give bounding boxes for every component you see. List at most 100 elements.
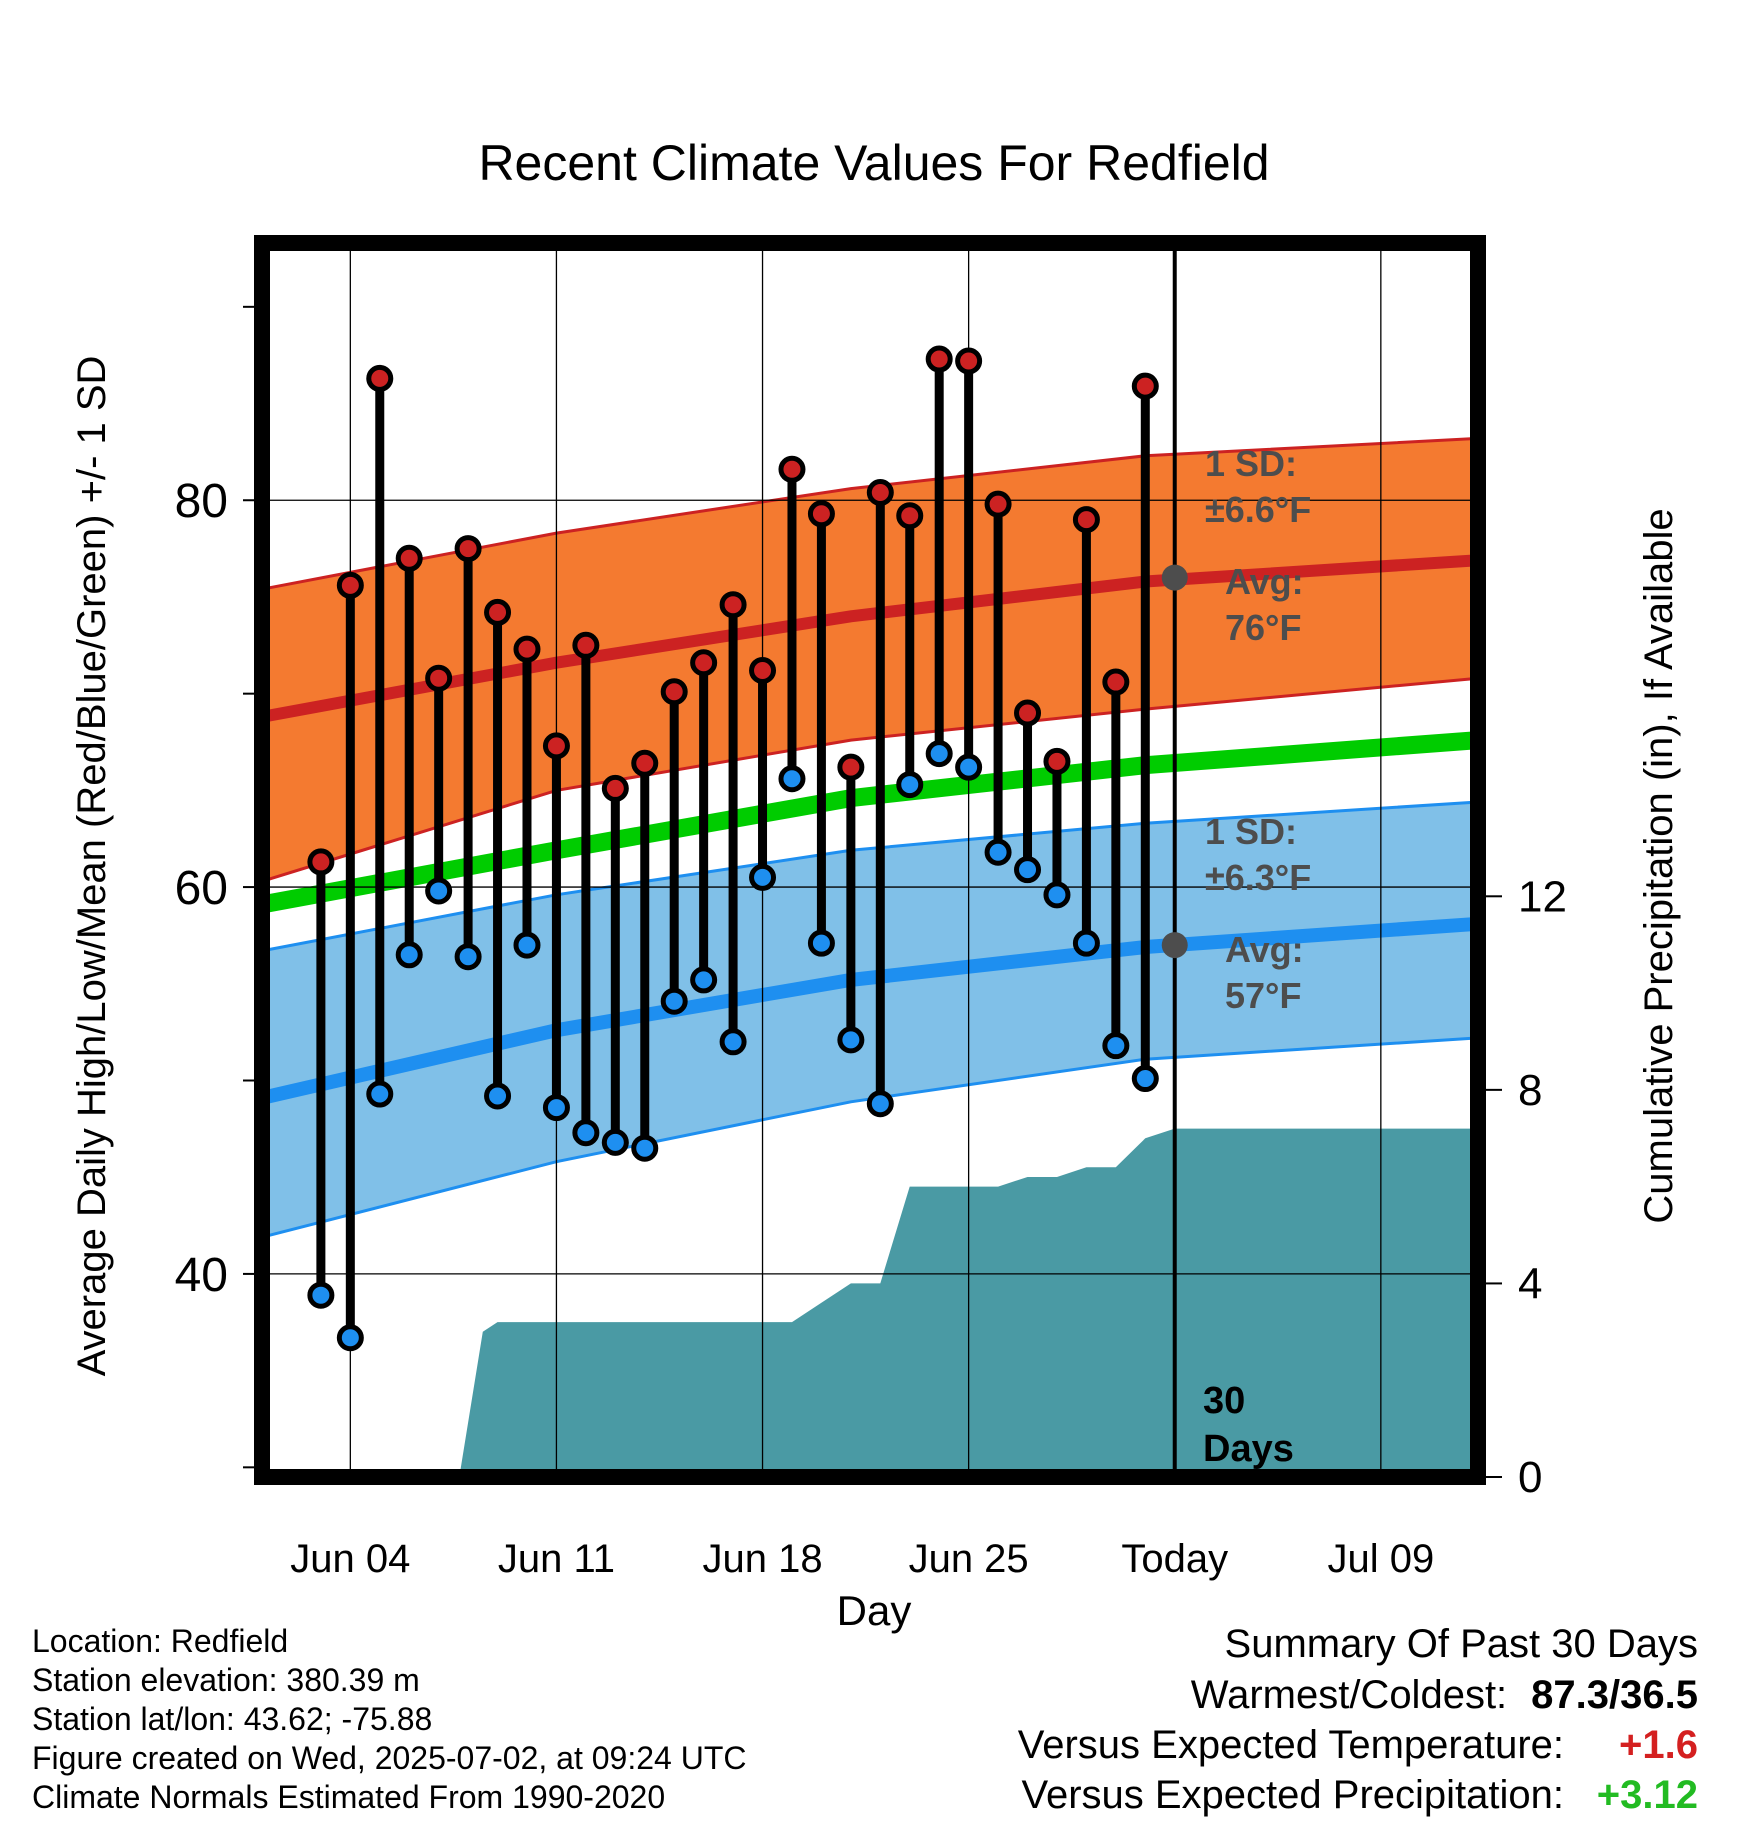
y-tick-label: 60 bbox=[175, 862, 228, 915]
obs-high-point bbox=[336, 571, 364, 599]
obs-low-point bbox=[1072, 929, 1100, 957]
obs-low-point bbox=[866, 1090, 894, 1118]
obs-high-point bbox=[984, 490, 1012, 518]
obs-low-point bbox=[631, 1134, 659, 1162]
high-sd-value: ±6.6°F bbox=[1205, 489, 1311, 530]
summary-precip-row: Versus Expected Precipitation: +3.12 bbox=[1018, 1770, 1698, 1820]
obs-low-point bbox=[896, 771, 924, 799]
high-avg-value: 76°F bbox=[1225, 607, 1301, 648]
obs-low-point bbox=[454, 943, 482, 971]
x-tick-label: Jun 18 bbox=[702, 1537, 822, 1581]
obs-low-point bbox=[690, 966, 718, 994]
obs-high-point bbox=[837, 753, 865, 781]
obs-low-point bbox=[307, 1281, 335, 1309]
high-avg-label: Avg: bbox=[1225, 561, 1304, 602]
y2-tick-label: 8 bbox=[1518, 1066, 1542, 1115]
days-label-number: 30 bbox=[1203, 1380, 1245, 1422]
y2-tick-label: 4 bbox=[1518, 1259, 1542, 1308]
low-avg-label: Avg: bbox=[1225, 929, 1304, 970]
obs-high-point bbox=[1043, 747, 1071, 775]
obs-high-point bbox=[660, 678, 688, 706]
obs-high-point bbox=[1131, 372, 1159, 400]
obs-low-point bbox=[395, 941, 423, 969]
x-tick-label: Jun 11 bbox=[498, 1537, 615, 1581]
y2-tick-label: 0 bbox=[1518, 1453, 1542, 1502]
x-axis-label: Day bbox=[837, 1587, 912, 1634]
obs-low-point bbox=[925, 740, 953, 768]
precip-value: +3.12 bbox=[1596, 1773, 1698, 1817]
low-sd-label: 1 SD: bbox=[1205, 811, 1297, 852]
obs-high-point bbox=[425, 664, 453, 692]
obs-high-point bbox=[749, 656, 777, 684]
obs-high-point bbox=[807, 500, 835, 528]
precip-label: Versus Expected Precipitation: bbox=[1021, 1773, 1564, 1817]
summary-title: Summary Of Past 30 Days bbox=[1224, 1622, 1698, 1666]
obs-low-point bbox=[484, 1082, 512, 1110]
obs-high-point bbox=[1072, 506, 1100, 534]
obs-high-point bbox=[896, 502, 924, 530]
high-avg-marker bbox=[1161, 564, 1188, 591]
obs-high-point bbox=[778, 455, 806, 483]
created-text: Figure created on Wed, 2025-07-02, at 09… bbox=[32, 1740, 747, 1776]
plot-area: 1 SD: ±6.6°F Avg: 76°F 1 SD: ±6.3°F Avg: 57°F 30… bbox=[175, 235, 1567, 1581]
obs-high-point bbox=[1014, 699, 1042, 727]
low-avg-marker bbox=[1161, 932, 1188, 959]
obs-low-point bbox=[572, 1119, 600, 1147]
summary-warmest-row: Warmest/Coldest: 87.3/36.5 bbox=[1018, 1670, 1698, 1720]
obs-low-point bbox=[513, 931, 541, 959]
obs-high-point bbox=[690, 649, 718, 677]
plot-frame bbox=[254, 235, 1486, 1485]
location-text: Location: Redfield bbox=[32, 1623, 289, 1659]
low-sd-value: ±6.3°F bbox=[1205, 857, 1311, 898]
y-tick-label: 80 bbox=[175, 475, 228, 528]
obs-low-point bbox=[1131, 1065, 1159, 1093]
temp-value: +1.6 bbox=[1619, 1723, 1698, 1767]
obs-high-point bbox=[866, 479, 894, 507]
warmest-value: 87.3/36.5 bbox=[1531, 1673, 1698, 1717]
obs-low-point bbox=[1102, 1032, 1130, 1060]
low-sd-lower-line bbox=[261, 1036, 1479, 1239]
y-axis-label: Average Daily High/Low/Mean (Red/Blue/Gr… bbox=[70, 356, 114, 1377]
temp-label: Versus Expected Temperature: bbox=[1017, 1723, 1564, 1767]
days-label-text: Days bbox=[1203, 1428, 1294, 1470]
obs-low-point bbox=[660, 987, 688, 1015]
x-tick-label: Today bbox=[1121, 1537, 1228, 1581]
obs-low-point bbox=[336, 1324, 364, 1352]
summary-temp-row: Versus Expected Temperature: +1.6 bbox=[1018, 1720, 1698, 1770]
high-avg-line bbox=[260, 554, 1479, 723]
chart-title: Recent Climate Values For Redfield bbox=[478, 135, 1269, 191]
obs-low-point bbox=[1014, 856, 1042, 884]
obs-low-point bbox=[749, 863, 777, 891]
y2-axis-label: Cumulative Precipitation (in), If Availa… bbox=[1637, 508, 1681, 1223]
obs-high-point bbox=[366, 364, 394, 392]
obs-high-point bbox=[1102, 668, 1130, 696]
obs-high-point bbox=[925, 345, 953, 373]
obs-high-point bbox=[484, 598, 512, 626]
high-sd-lower-line bbox=[261, 676, 1479, 883]
obs-high-point bbox=[454, 535, 482, 563]
x-tick-label: Jun 04 bbox=[290, 1537, 410, 1581]
obs-low-point bbox=[807, 929, 835, 957]
obs-high-point bbox=[572, 631, 600, 659]
station-info: Location: Redfield Station elevation: 38… bbox=[32, 1622, 746, 1817]
normals-text: Climate Normals Estimated From 1990-2020 bbox=[32, 1779, 666, 1815]
obs-low-point bbox=[425, 877, 453, 905]
obs-low-point bbox=[955, 753, 983, 781]
obs-high-point bbox=[307, 848, 335, 876]
y-tick-label: 40 bbox=[175, 1249, 228, 1302]
y2-tick-label: 12 bbox=[1518, 872, 1567, 921]
high-sd-label: 1 SD: bbox=[1205, 443, 1297, 484]
obs-high-point bbox=[601, 774, 629, 802]
obs-low-point bbox=[366, 1080, 394, 1108]
elevation-text: Station elevation: 380.39 m bbox=[32, 1662, 420, 1698]
warmest-label: Warmest/Coldest: bbox=[1190, 1673, 1508, 1717]
x-tick-label: Jun 25 bbox=[909, 1537, 1029, 1581]
summary-panel: Summary Of Past 30 Days Warmest/Coldest:… bbox=[1018, 1618, 1698, 1820]
obs-low-point bbox=[778, 765, 806, 793]
obs-high-point bbox=[513, 635, 541, 663]
obs-high-point bbox=[955, 347, 983, 375]
obs-low-point bbox=[601, 1128, 629, 1156]
obs-high-point bbox=[395, 544, 423, 572]
latlon-text: Station lat/lon: 43.62; -75.88 bbox=[32, 1701, 433, 1737]
